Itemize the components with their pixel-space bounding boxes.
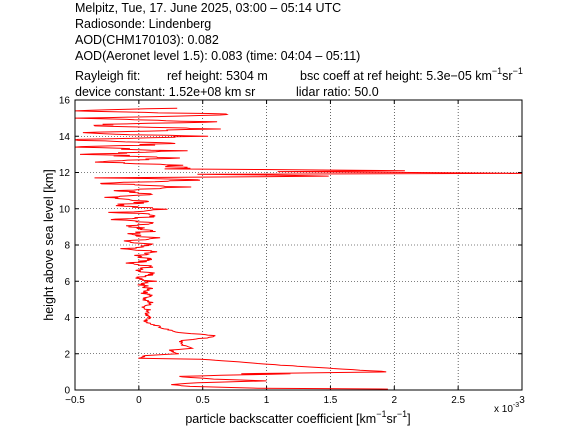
- x-axis-multiplier: x 10-3: [494, 402, 519, 415]
- header-lidar-ratio: lidar ratio: 50.0: [296, 85, 379, 99]
- x-tick-label: 2: [392, 395, 398, 406]
- x-tick-label: 3: [519, 395, 525, 406]
- y-tick-label: 10: [59, 204, 71, 215]
- header-device-constant: device constant: 1.52e+08 km sr: [75, 85, 255, 99]
- x-tick-label: 2.5: [451, 395, 465, 406]
- y-tick-label: 4: [64, 313, 70, 324]
- y-tick-label: 6: [64, 277, 70, 288]
- x-tick-label: −0.5: [65, 395, 85, 406]
- x-tick-labels: −0.5 0 0.5 1 1.5 2 2.5 3: [65, 395, 525, 406]
- header-line-location-date: Melpitz, Tue, 17. June 2025, 03:00 – 05:…: [75, 1, 341, 15]
- header-line-radiosonde: Radiosonde: Lindenberg: [75, 17, 211, 31]
- backscatter-profile-line: [74, 107, 522, 390]
- y-tick-label: 8: [64, 241, 70, 252]
- x-tick-label: 0.5: [196, 395, 210, 406]
- header-bsc-coeff: bsc coeff at ref height: 5.3e−05 km−1sr−…: [300, 66, 523, 83]
- x-tick-label: 1.5: [323, 395, 337, 406]
- x-axis-label: particle backscatter coefficient [km−1sr…: [185, 409, 410, 426]
- y-tick-label: 14: [59, 132, 71, 143]
- y-tick-label: 0: [64, 386, 70, 397]
- y-tick-label: 16: [59, 96, 71, 107]
- y-tick-labels: 0 2 4 6 8 10 12 14 16: [59, 96, 71, 397]
- header-line-aod-aeronet: AOD(Aeronet level 1.5): 0.083 (time: 04:…: [75, 49, 360, 63]
- header-line-aod-chm: AOD(CHM170103): 0.082: [75, 33, 219, 47]
- header-ref-height: ref height: 5304 m: [167, 69, 268, 83]
- header-rayleigh-fit: Rayleigh fit:: [75, 69, 140, 83]
- axes-box: [74, 99, 523, 391]
- y-tick-label: 12: [59, 168, 71, 179]
- x-tick-label: 1: [264, 395, 270, 406]
- x-tick-label: 0: [136, 395, 142, 406]
- y-axis-label: height above sea level [km]: [42, 169, 56, 320]
- y-tick-label: 2: [64, 349, 70, 360]
- plot-area: [75, 100, 522, 390]
